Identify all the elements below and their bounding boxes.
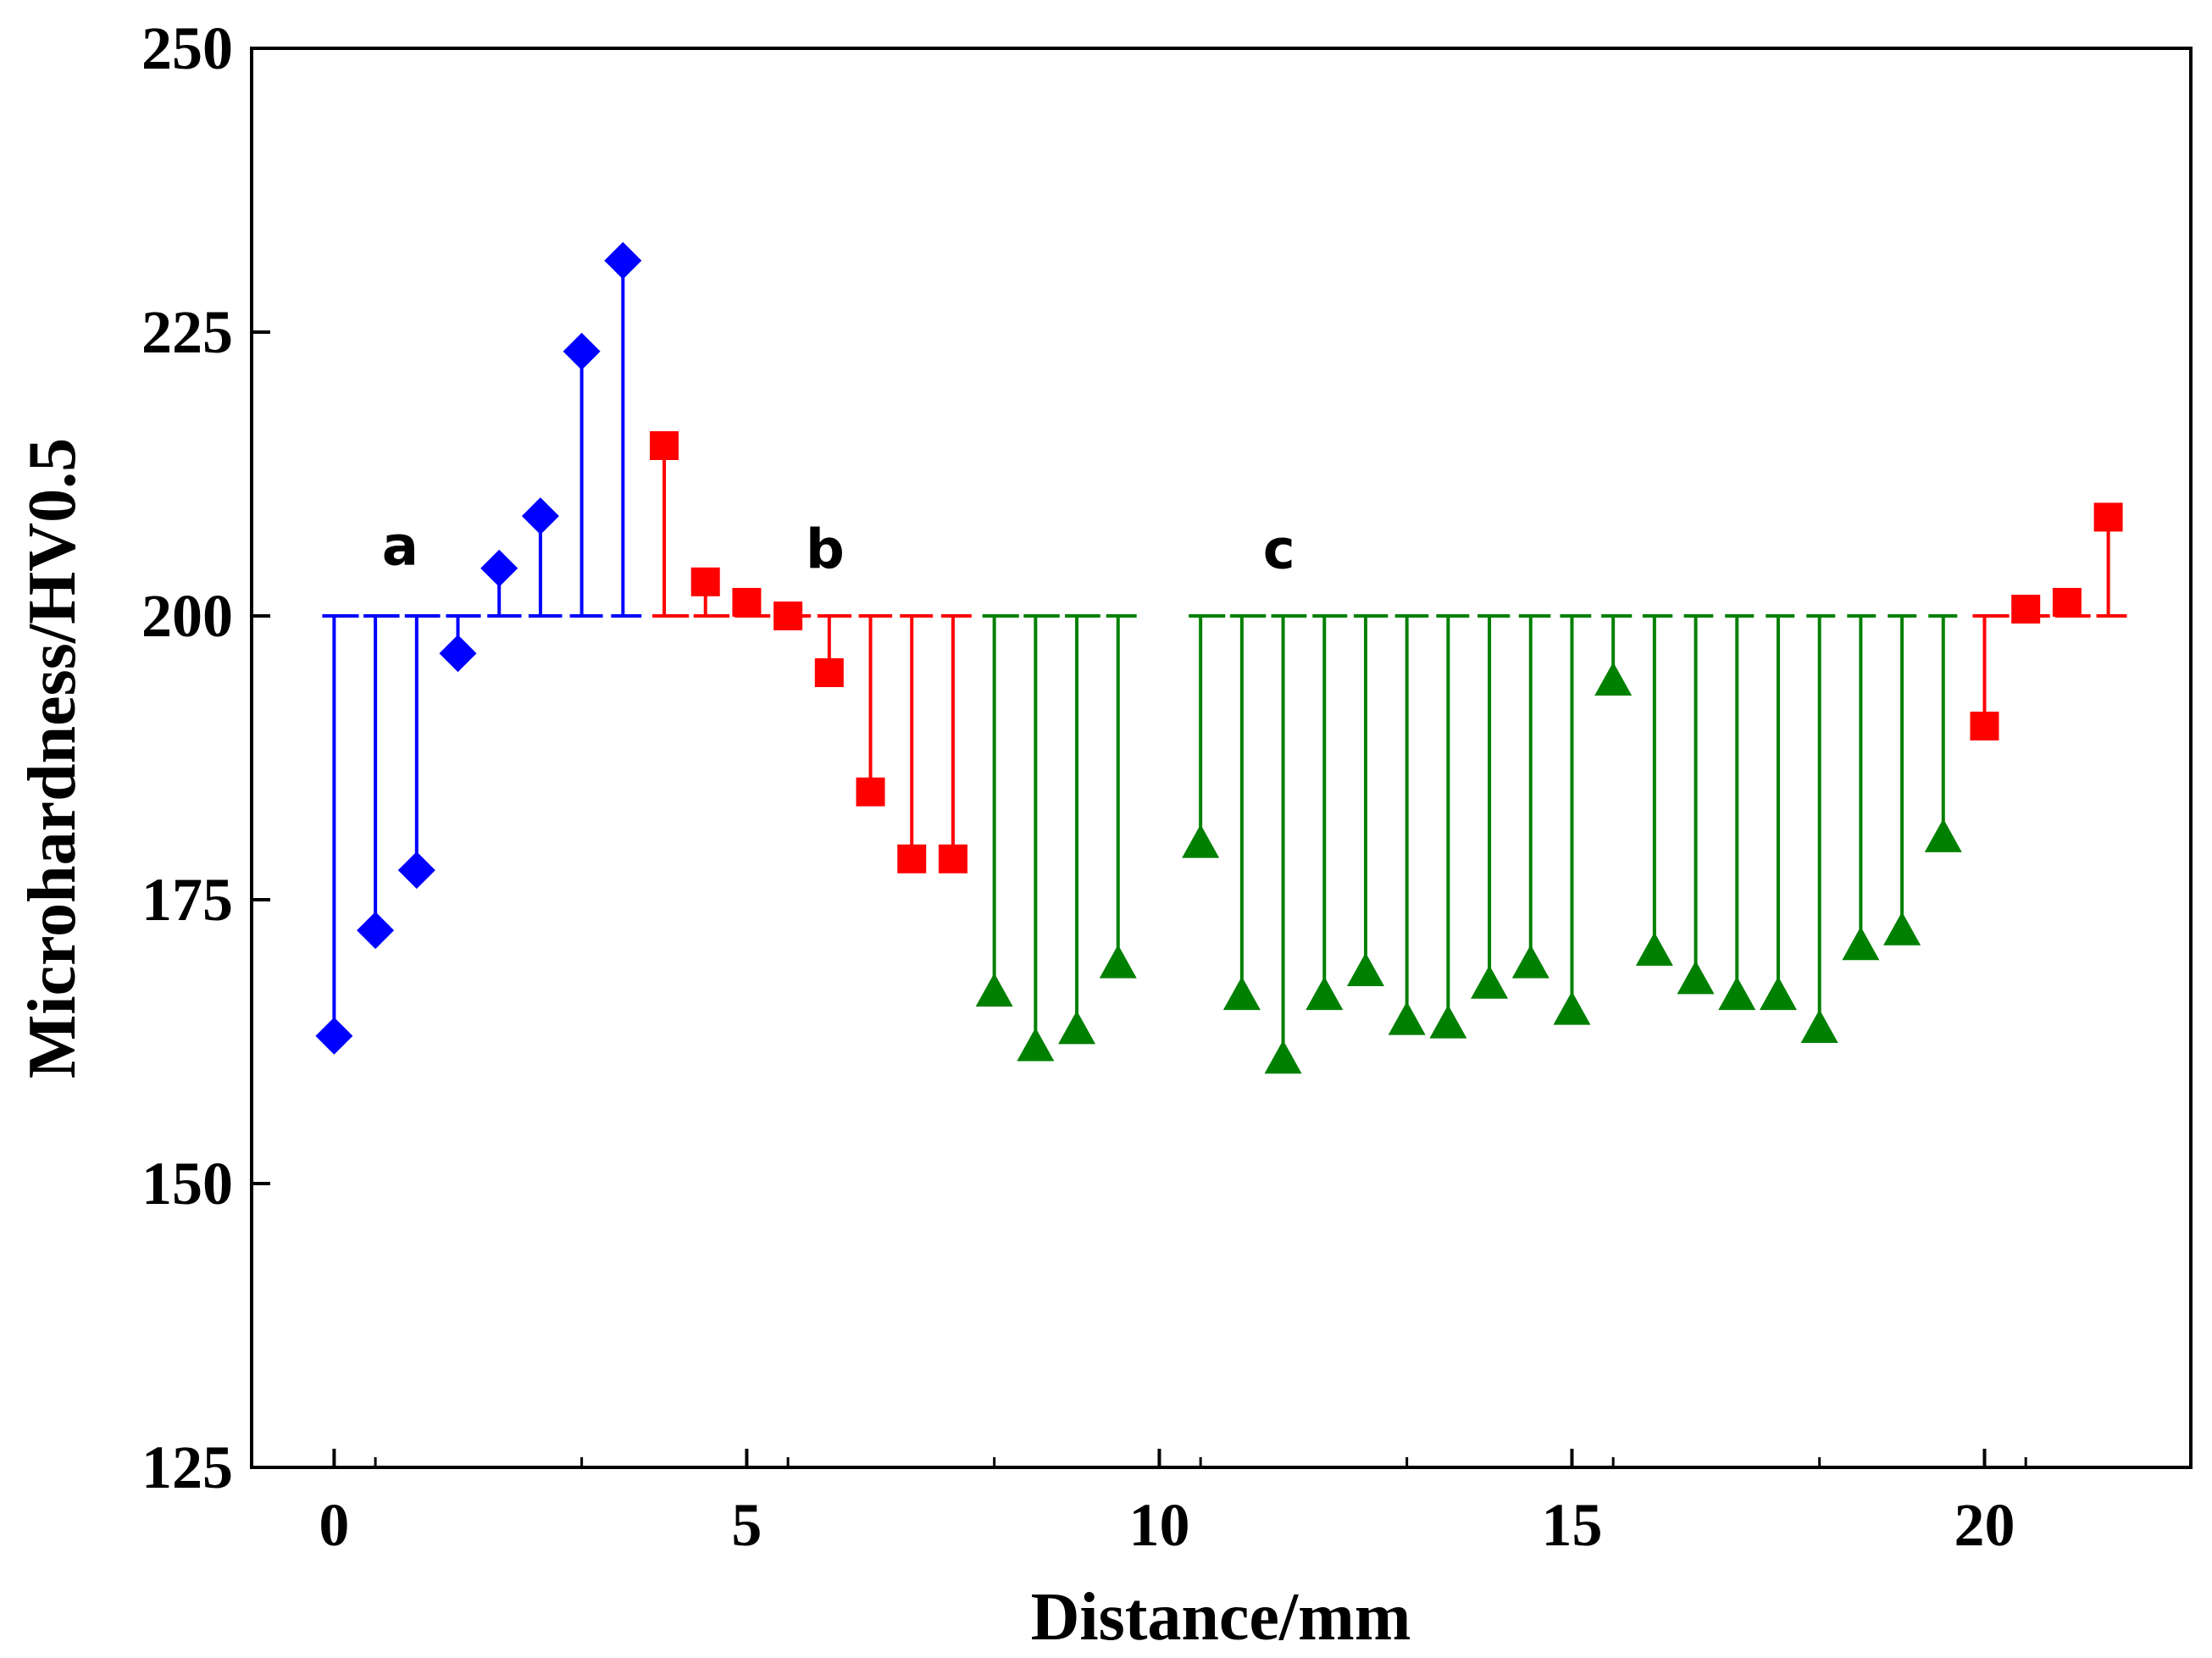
marker-square-0 [650,431,679,460]
annotations-layer: a b c [382,516,1295,582]
marker-triangle-8 [1346,952,1384,987]
x-tick-label-4: 20 [1954,1491,2015,1559]
marker-diamond-3 [439,635,477,673]
marker-diamond-1 [357,912,395,950]
marker-diamond-0 [315,1017,353,1055]
annotation-b: b [806,519,845,582]
marker-triangle-1 [1017,1027,1055,1062]
marker-triangle-17 [1718,976,1756,1011]
marker-diamond-6 [563,332,601,370]
x-tick-label-0: 0 [319,1491,349,1559]
marker-diamond-7 [604,241,642,280]
marker-square-4 [814,658,844,687]
annotation-c: c [1263,519,1295,582]
marker-triangle-0 [975,973,1013,1007]
y-axis-title: Microhardness/HV0.5 [15,438,90,1079]
x-tick-label-1: 5 [731,1491,762,1559]
marker-triangle-12 [1511,945,1550,979]
marker-diamond-2 [397,851,435,890]
x-tick-label-3: 15 [1541,1491,1602,1559]
marker-triangle-5 [1222,976,1261,1011]
marker-triangle-11 [1471,965,1509,999]
marker-triangle-14 [1594,662,1633,696]
marker-square-9 [2011,594,2041,624]
x-axis-title: Distance/mm [1031,1580,1411,1655]
annotation-a: a [382,516,419,579]
marker-triangle-4 [1182,824,1220,858]
marker-square-5 [856,777,885,807]
y-tick-label-2: 175 [141,866,233,934]
marker-square-1 [690,567,720,596]
marker-triangle-9 [1388,1001,1426,1035]
y-tick-label-4: 225 [141,298,233,366]
marker-triangle-7 [1306,976,1344,1011]
y-tick-label-5: 250 [141,14,233,82]
marker-triangle-2 [1058,1010,1096,1045]
marker-triangle-10 [1429,1005,1467,1039]
marker-triangle-21 [1883,912,1921,945]
y-tick-label-0: 125 [141,1433,233,1501]
marker-square-11 [2093,502,2123,532]
y-tick-label-3: 200 [141,582,233,650]
marker-square-8 [1970,711,1999,740]
marker-diamond-4 [480,549,518,587]
marker-triangle-13 [1553,990,1591,1025]
plot-frame [250,47,2193,1469]
marker-triangle-6 [1264,1040,1302,1074]
marker-square-6 [897,844,927,873]
marker-square-2 [732,587,762,617]
y-tick-label-1: 150 [141,1150,233,1217]
marker-square-7 [938,844,967,873]
marker-triangle-15 [1635,932,1673,966]
marker-diamond-5 [521,497,559,535]
marker-triangle-22 [1924,818,1962,852]
marker-triangle-16 [1677,960,1715,995]
marker-triangle-19 [1800,1009,1838,1044]
markers-layer [315,241,2123,1074]
stems-layer [322,260,2121,1059]
x-tick-label-2: 10 [1128,1491,1189,1559]
marker-triangle-3 [1099,945,1137,979]
marker-square-3 [773,602,803,630]
marker-triangle-18 [1759,976,1797,1011]
marker-square-10 [2052,587,2082,617]
marker-triangle-20 [1842,926,1880,961]
ticks-layer: 0 5 10 15 20 125 150 175 200 225 250 [141,14,2027,1559]
